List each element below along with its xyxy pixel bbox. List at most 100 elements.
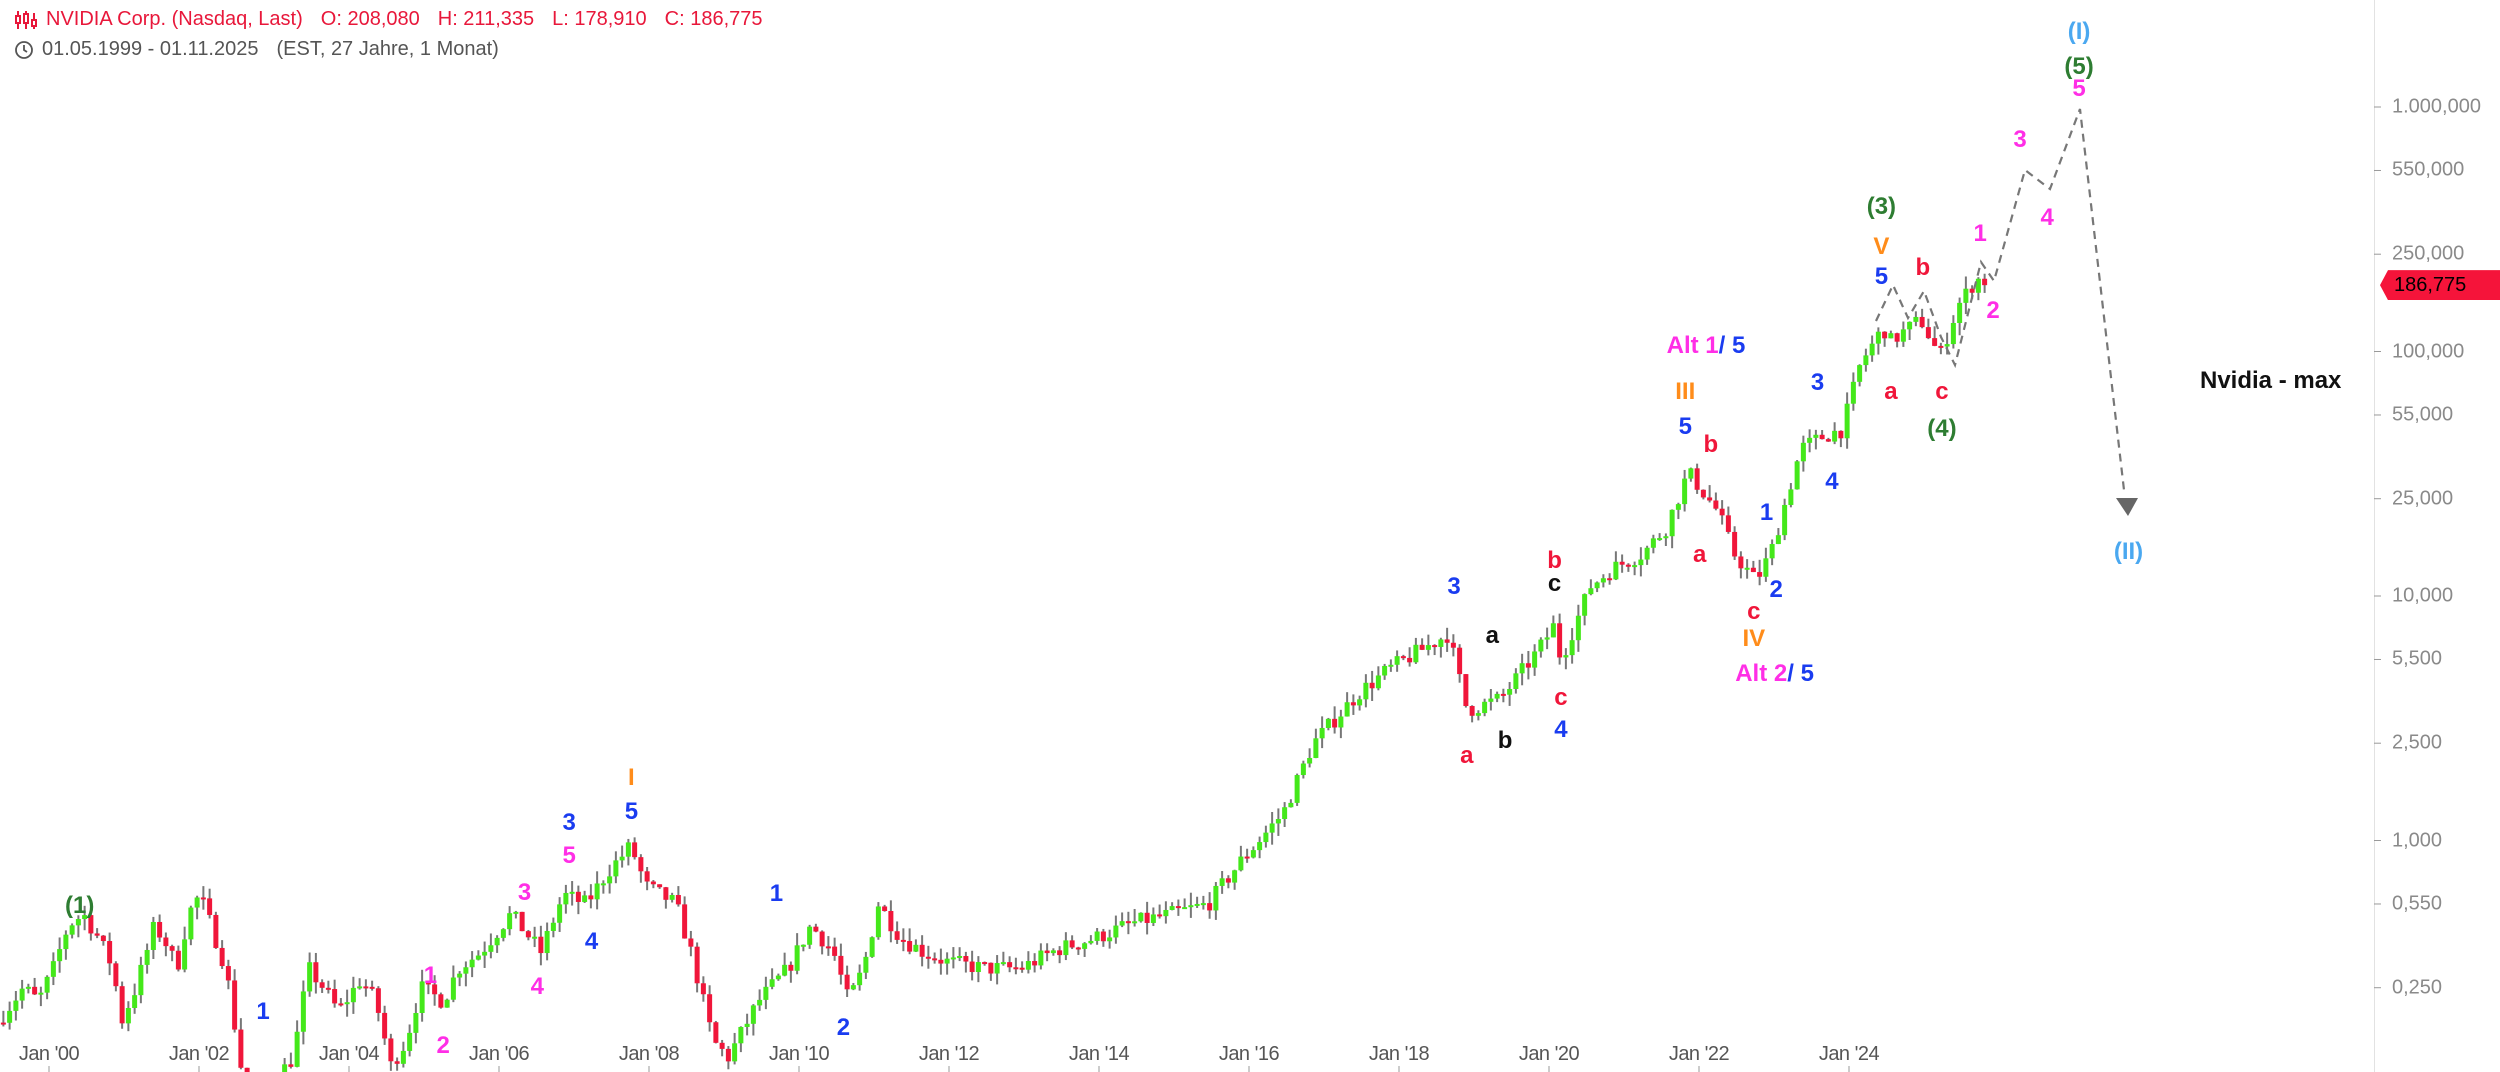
candle-up: [563, 892, 569, 905]
wave-label: (1): [65, 892, 94, 920]
candle-up: [1138, 912, 1144, 922]
candle-up: [444, 999, 450, 1008]
candle-up: [1475, 713, 1481, 716]
candle-up: [1250, 850, 1256, 858]
wave-label-text: 5: [2072, 75, 2086, 103]
candle-down: [969, 961, 975, 973]
candle-up: [1844, 403, 1850, 439]
candle-down: [1244, 856, 1250, 859]
candle-up: [1650, 538, 1656, 548]
wave-label-text: 2: [436, 1031, 450, 1059]
candle-down: [1144, 912, 1150, 923]
candle-down: [832, 946, 838, 956]
candle-up: [732, 1043, 738, 1062]
candle-down: [107, 941, 113, 964]
candle-up: [550, 922, 556, 931]
candle-up: [1438, 639, 1444, 647]
candle-up: [757, 999, 763, 1006]
wave-label: (II): [2114, 538, 2143, 566]
candle-down: [844, 974, 850, 990]
wave-label-text: / 5: [1718, 331, 1746, 359]
candle-up: [194, 897, 200, 908]
wave-label-text: V: [1873, 233, 1890, 261]
candle-up: [300, 991, 306, 1032]
candle-up: [1813, 434, 1819, 438]
candle-up: [1644, 547, 1650, 560]
candle-down: [1719, 508, 1725, 516]
wave-label-text: 3: [1810, 368, 1825, 396]
candle-up: [282, 1064, 288, 1072]
candle-down: [575, 891, 581, 902]
candle-up: [1194, 903, 1200, 906]
candle-up: [1688, 468, 1694, 479]
y-tick-label: 0,250: [2392, 976, 2443, 999]
wave-label-text: a: [1485, 622, 1500, 650]
candle-up: [738, 1026, 744, 1044]
candle-up: [482, 951, 488, 956]
wave-label-text: a: [1692, 540, 1707, 568]
candle-up: [1807, 437, 1813, 443]
candle-down: [169, 946, 175, 951]
candle-down: [819, 931, 825, 947]
candle-up: [1663, 536, 1669, 539]
wave-label: Alt 1/ 5: [1667, 332, 1746, 360]
candle-up: [1775, 535, 1781, 545]
wave-label-text: a: [1884, 378, 1898, 406]
wave-label-text: (I): [2067, 17, 2091, 45]
candle-down: [100, 935, 106, 942]
candle-up: [1363, 682, 1369, 700]
candle-up: [1582, 594, 1588, 616]
candle-up: [607, 876, 613, 884]
candle-down: [1013, 967, 1019, 970]
candle-down: [1175, 906, 1181, 909]
candle-up: [1569, 640, 1575, 656]
candle-up: [1850, 381, 1856, 404]
wave-label: 1: [1974, 220, 1987, 248]
y-tick-label: 1.000,000: [2392, 95, 2481, 118]
wave-label-text: 3: [2013, 126, 2027, 154]
wave-label: 2: [1769, 576, 1782, 604]
wave-label-text: 4: [1825, 467, 1839, 495]
candle-down: [988, 962, 994, 974]
candle-down: [707, 994, 713, 1023]
wave-label: I: [628, 764, 635, 792]
candle-down: [1732, 531, 1738, 557]
candle-up: [1794, 461, 1800, 490]
candle-up: [544, 930, 550, 954]
candle-up: [513, 911, 519, 914]
candle-up: [1669, 509, 1675, 537]
wave-label: c: [1554, 684, 1567, 712]
wave-label-text: 4: [530, 972, 544, 1000]
candle-up: [1238, 856, 1244, 871]
candle-up: [600, 883, 606, 886]
candle-down: [657, 884, 663, 888]
candle-down: [1757, 572, 1763, 577]
y-tick-label: 0,550: [2392, 892, 2443, 915]
candle-down: [1625, 564, 1631, 567]
candle-down: [1069, 940, 1075, 948]
wave-label: 4: [585, 928, 598, 956]
wave-label: 1: [424, 962, 437, 990]
wave-label-text: 1: [1759, 499, 1774, 527]
wave-label-text: a: [1460, 741, 1474, 769]
wave-label-text: 1: [1973, 220, 1987, 248]
candle-up: [1413, 644, 1419, 663]
x-tick-label: Jan '04: [318, 1043, 380, 1065]
candle-down: [1725, 515, 1731, 532]
candle-up: [1094, 931, 1100, 941]
wave-label: III: [1675, 378, 1695, 406]
candle-up: [494, 937, 500, 946]
candle-down: [163, 937, 169, 947]
candle-up: [1769, 544, 1775, 559]
candle-down: [907, 941, 913, 952]
candle-up: [1957, 302, 1963, 323]
candle-down: [725, 1048, 731, 1062]
candle-down: [638, 857, 644, 872]
wave-label-text: 3: [517, 878, 532, 906]
candle-up: [69, 925, 75, 935]
candle-up: [1507, 689, 1513, 695]
candle-up: [82, 915, 88, 920]
candle-down: [1750, 567, 1756, 573]
candle-up: [357, 986, 363, 989]
